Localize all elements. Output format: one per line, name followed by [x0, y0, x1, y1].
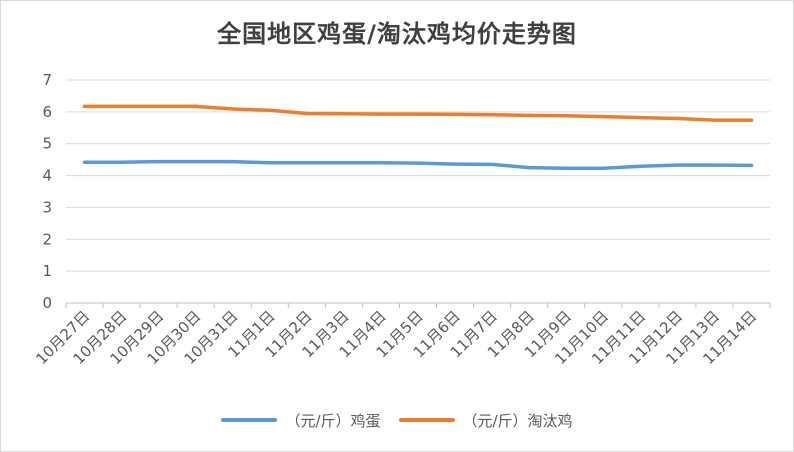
series-1-point: [749, 118, 754, 122]
series-1-point: [194, 104, 198, 109]
series-0-point: [601, 166, 605, 170]
series-0-point: [675, 163, 679, 167]
legend-swatch-egg: [221, 418, 278, 422]
series-0-point: [638, 164, 642, 168]
legend-item-culled-hen: （元/斤）淘汰鸡: [398, 410, 573, 431]
series-1-point: [379, 112, 383, 116]
series-1-point: [712, 118, 717, 122]
legend-label-egg: （元/斤）鸡蛋: [285, 411, 381, 430]
series-1-point: [268, 108, 272, 112]
series-0-point: [527, 166, 531, 170]
series-0-point: [379, 161, 383, 165]
series-1-point: [416, 112, 420, 116]
chart-title: 全国地区鸡蛋/淘汰鸡均价走势图: [217, 20, 577, 48]
y-tick-label: 6: [42, 103, 52, 121]
series-1-point: [82, 104, 87, 109]
y-tick-label: 3: [42, 198, 52, 216]
series-1-point: [564, 114, 568, 118]
legend-item-egg: （元/斤）鸡蛋: [221, 410, 381, 431]
series-1-point: [157, 104, 161, 109]
y-tick-label: 2: [42, 230, 52, 248]
legend-swatch-culled-hen: [398, 418, 455, 422]
legend-label-culled-hen: （元/斤）淘汰鸡: [462, 411, 573, 430]
series-0-point: [82, 160, 87, 164]
series-0-point: [231, 159, 235, 164]
series-1-point: [601, 115, 605, 119]
series-0-point: [749, 163, 754, 167]
y-tick-label: 1: [42, 262, 52, 280]
series-1-point: [675, 116, 679, 121]
series-1-point: [490, 113, 494, 117]
series-0-point: [268, 161, 272, 165]
chart-legend: （元/斤）鸡蛋 （元/斤）淘汰鸡: [0, 408, 794, 432]
y-tick-label: 5: [42, 135, 52, 153]
series-1-point: [453, 112, 457, 117]
y-tick-label: 4: [42, 167, 52, 185]
series-1-point: [342, 112, 346, 116]
series-0-point: [157, 159, 161, 164]
series-1-point: [119, 104, 124, 109]
series-0-point: [305, 161, 309, 165]
series-0-point: [342, 161, 346, 165]
series-0-point: [119, 160, 124, 164]
y-tick-label: 0: [42, 294, 52, 312]
series-0-point: [416, 161, 420, 165]
series-1-point: [231, 107, 235, 111]
series-0-point: [490, 162, 494, 167]
series-1-point: [527, 113, 531, 117]
y-tick-label: 7: [42, 71, 52, 89]
series-1-point: [305, 111, 309, 116]
series-0-point: [194, 159, 198, 164]
series-1-point: [638, 115, 642, 120]
series-0-point: [712, 163, 717, 167]
series-0-point: [564, 166, 568, 170]
series-0-point: [453, 162, 457, 166]
